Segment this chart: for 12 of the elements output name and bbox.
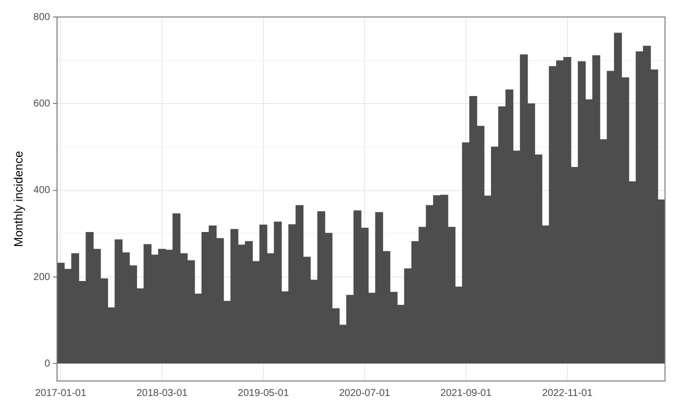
- x-tick-label: 2019-05-01: [238, 388, 290, 399]
- y-axis-title: Monthly incidence: [12, 150, 26, 248]
- y-tick-label: 600: [33, 98, 51, 110]
- x-tick-label: 2020-07-01: [339, 388, 391, 399]
- y-tick-label: 400: [33, 185, 51, 196]
- y-tick-label: 800: [33, 12, 51, 23]
- x-tick-label: 2017-01-01: [35, 388, 87, 399]
- x-tick-label: 2018-03-01: [136, 388, 188, 399]
- y-tick-label: 200: [33, 272, 51, 283]
- y-tick-label: 0: [44, 358, 51, 370]
- x-tick-label: 2021-09-01: [440, 388, 492, 399]
- x-tick-label: 2022-11-01: [542, 388, 593, 399]
